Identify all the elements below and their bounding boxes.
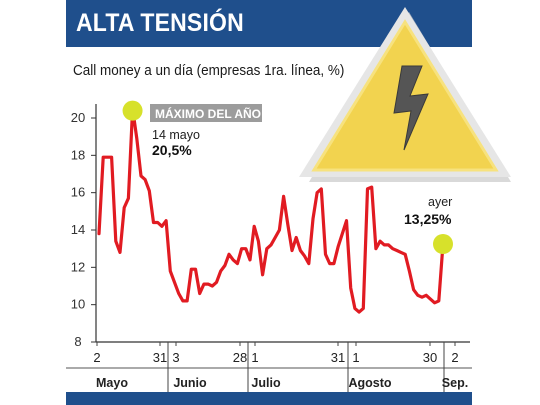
footer-bar [66, 392, 472, 405]
lightning-bolt-icon [393, 65, 429, 151]
y-tick-label: 20 [71, 110, 85, 125]
y-axis-ticks: 8 10 12 14 16 18 20 [71, 110, 96, 349]
month-label: Junio [173, 376, 207, 390]
warning-sign-icon [299, 7, 511, 182]
x-tick-label: 28 [233, 350, 247, 365]
month-label: Agosto [348, 376, 391, 390]
month-label: Sep. [442, 376, 468, 390]
month-label: Mayo [96, 376, 128, 390]
current-highlight-marker [433, 234, 453, 254]
y-tick-label: 12 [71, 259, 85, 274]
x-axis-ticks: 2 31 3 28 1 31 1 30 2 [93, 342, 459, 392]
x-tick-label: 31 [153, 350, 167, 365]
series-line [97, 107, 445, 314]
x-tick-label: 1 [251, 350, 258, 365]
current-callout-date: ayer [428, 195, 452, 209]
max-highlight-marker [122, 100, 143, 121]
x-tick-label: 2 [451, 350, 458, 365]
max-callout-date: 14 mayo [152, 128, 200, 142]
x-tick-label: 1 [352, 350, 359, 365]
month-labels: Mayo Junio Julio Agosto Sep. [96, 376, 468, 390]
chart-title: Call money a un día (empresas 1ra. línea… [73, 63, 345, 79]
x-tick-label: 2 [93, 350, 100, 365]
chart-axes [66, 104, 472, 369]
y-tick-label: 18 [71, 147, 85, 162]
x-tick-label: 31 [331, 350, 345, 365]
y-tick-label: 10 [71, 297, 85, 312]
y-tick-label: 14 [71, 222, 85, 237]
x-tick-label: 30 [423, 350, 437, 365]
month-label: Julio [251, 376, 281, 390]
max-callout-value: 20,5% [152, 142, 192, 158]
page-title: ALTA TENSIÓN [76, 9, 244, 37]
x-tick-label: 3 [172, 350, 179, 365]
max-callout-label: MÁXIMO DEL AÑO [155, 106, 261, 121]
max-callout-box [150, 104, 262, 122]
y-tick-label: 8 [74, 334, 81, 349]
current-callout-value: 13,25% [404, 211, 452, 227]
y-tick-label: 16 [71, 185, 85, 200]
series-group [97, 107, 445, 314]
